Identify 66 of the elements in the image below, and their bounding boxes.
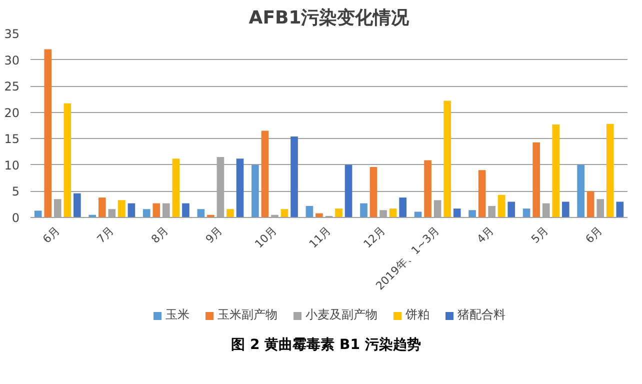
x-tick-label: 7月 [94,224,117,246]
y-tick-label: 25 [4,80,20,94]
bar [424,160,432,218]
bar [577,164,584,218]
bar [172,158,180,218]
y-tick-label: 35 [4,27,20,41]
y-tick-label: 10 [4,158,20,172]
bar [562,202,570,218]
bar [98,198,106,218]
x-tick-label: 11月 [306,224,334,251]
bar [226,209,234,218]
bar [414,212,422,218]
chart-title: AFB1污染变化情况 [248,8,410,28]
bar [252,164,259,218]
bar [478,170,486,218]
bar [606,124,614,218]
x-tick-label: 12月 [361,224,388,251]
bar [522,208,530,218]
bar [74,193,81,218]
bar [586,191,594,218]
bar [118,200,126,218]
x-tick-label: 6月 [40,224,62,246]
y-tick-label: 20 [4,106,20,120]
legend-label: 玉米 [166,306,190,324]
bar [182,203,190,218]
bar [280,209,288,218]
bar [399,198,406,218]
bar [64,103,72,218]
x-tick-label: 9月 [203,224,226,246]
bar [360,203,368,218]
bar [532,142,540,218]
bar [152,203,160,218]
bar [128,203,136,218]
legend-label: 小麦及副产物 [306,306,378,324]
legend-label: 猪配合料 [458,306,506,324]
bar [290,136,298,218]
bar [552,124,560,218]
y-tick-label: 5 [12,184,20,199]
y-tick-label: 0 [12,211,20,225]
bar [444,100,451,218]
y-tick-label: 15 [4,132,20,146]
caption: 图 2 黄曲霉毒素 B1 污染趋势 [231,336,421,355]
y-tick-label: 30 [4,53,20,68]
bar [508,202,516,218]
bar [34,210,42,218]
bar [389,208,397,218]
bar [197,209,205,218]
x-tick-label: 6月 [583,224,605,246]
bar [616,202,624,218]
x-tick-label: 8月 [148,224,171,246]
x-tick-label: 4月 [474,224,496,246]
bar [44,49,52,218]
bar [236,158,244,218]
bar [142,209,150,218]
bar [370,167,378,218]
bar [344,164,352,218]
x-tick-label: 5月 [528,224,551,246]
bar [261,130,269,218]
legend-label: 饼粕 [406,306,430,324]
legend-label: 玉米副产物 [218,306,278,324]
x-tick-label: 10月 [252,224,280,251]
bar [468,210,476,218]
bar [498,194,506,218]
bar [306,206,314,218]
bar [335,208,342,218]
bar [453,208,461,218]
